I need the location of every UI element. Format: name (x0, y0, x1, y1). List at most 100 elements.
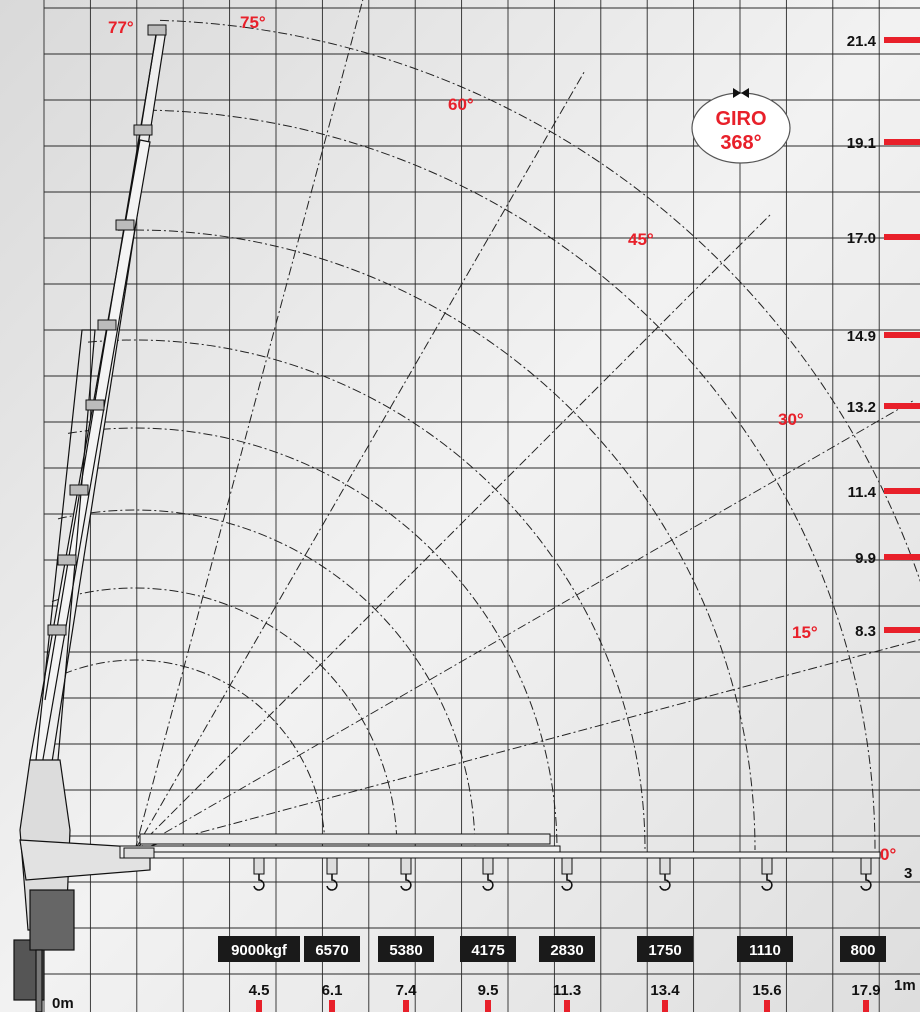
height-ticks (884, 37, 920, 633)
load-label-4: 4175 (471, 942, 504, 959)
boom-joint (133, 124, 153, 136)
reach-arc (87, 339, 646, 851)
unit-label: 1m (894, 977, 916, 994)
height-label-14-9: 14.9 (847, 328, 876, 345)
height-label-13-2: 13.2 (847, 399, 876, 416)
hook-icon (659, 857, 671, 891)
rotation-arrows-icon (733, 88, 749, 98)
hook-block (761, 857, 773, 875)
hook-icon (561, 857, 573, 891)
reach-tick (564, 1000, 570, 1012)
height-tick (884, 554, 920, 560)
boom-joint (97, 319, 117, 331)
height-label-8-3: 8.3 (855, 623, 876, 640)
boom-joint (57, 554, 77, 566)
giro-label: GIRO (715, 108, 766, 130)
load-label-3: 5380 (389, 942, 422, 959)
reach-tick (256, 1000, 262, 1012)
hook-block (659, 857, 671, 875)
angle-label-30: 30° (778, 410, 804, 429)
hook-curve (482, 874, 494, 891)
boom-joint (85, 399, 105, 411)
angle-rays (134, 0, 920, 851)
reach-ticks (256, 1000, 869, 1012)
crane-column (13, 759, 151, 1013)
hook-curve (860, 874, 872, 891)
reach-tick (403, 1000, 409, 1012)
hook-block (326, 857, 338, 875)
height-tick (884, 234, 920, 240)
reach-tick (863, 1000, 869, 1012)
boom-joint (47, 624, 67, 636)
boom-joint (147, 24, 167, 36)
height-label-21-4: 21.4 (847, 33, 877, 50)
reach-arc (117, 229, 756, 851)
height-tick (884, 37, 920, 43)
angle-label-75: 75° (240, 13, 266, 32)
boom-joint (69, 484, 89, 496)
height-label-17-0: 17.0 (847, 230, 876, 247)
load-label-5: 2830 (550, 942, 583, 959)
boom-horizontal (119, 833, 881, 859)
angle-label-77: 77° (108, 18, 134, 37)
reach-arc (147, 109, 876, 851)
hook-block (400, 857, 412, 875)
hook-block (561, 857, 573, 875)
reach-label-7-4: 7.4 (396, 982, 418, 999)
reach-tick (662, 1000, 668, 1012)
load-label-6: 1750 (648, 942, 681, 959)
load-label-1: 9000kgf (231, 942, 288, 959)
height-tick (884, 403, 920, 409)
height-tick (884, 139, 920, 145)
angle-label-60: 60° (448, 95, 474, 114)
load-label-2: 6570 (315, 942, 348, 959)
height-label-11-4: 11.4 (848, 484, 877, 501)
reach-tick (485, 1000, 491, 1012)
hook-block (253, 857, 265, 875)
origin-label: 0m (52, 995, 74, 1012)
load-label-8: 800 (850, 942, 875, 959)
hook-curve (253, 874, 265, 891)
reach-labels: 4.5 6.1 7.4 9.5 11.3 13.4 15.6 17.9 (249, 982, 881, 999)
height-tick (884, 627, 920, 633)
giro-degrees: 368° (720, 132, 761, 154)
angle-ray (134, 399, 915, 851)
reach-label-17-9: 17.9 (851, 982, 880, 999)
hook-block (482, 857, 494, 875)
hook-icon (400, 857, 412, 891)
hook-curve (326, 874, 338, 891)
angle-ray (134, 213, 772, 851)
hook-curve (659, 874, 671, 891)
reach-tick (329, 1000, 335, 1012)
height-tick (884, 332, 920, 338)
reach-label-15-6: 15.6 (752, 982, 781, 999)
giro-badge: GIRO 368° (691, 88, 791, 164)
load-label-7: 1110 (749, 942, 781, 959)
height-tick (884, 488, 920, 494)
angle-label-0: 0° (880, 845, 896, 864)
reach-label-13-4: 13.4 (650, 982, 680, 999)
hooks (253, 857, 872, 891)
angle-label-45: 45° (628, 230, 654, 249)
reach-arc (51, 587, 398, 851)
boom-joints (47, 24, 167, 636)
height-label-19-1: 19.1 (847, 135, 876, 152)
hook-icon (860, 857, 872, 891)
hook-icon (253, 857, 265, 891)
angle-ray (134, 639, 920, 851)
reach-label-4-5: 4.5 (249, 982, 270, 999)
reach-label-9-5: 9.5 (478, 982, 499, 999)
height-label-9-9: 9.9 (855, 550, 876, 567)
reach-label-11-3: 11.3 (553, 982, 581, 999)
hook-icon (326, 857, 338, 891)
reach-arc (47, 659, 326, 851)
reach-tick (764, 1000, 770, 1012)
reach-label-6-1: 6.1 (322, 982, 343, 999)
hook-curve (561, 874, 573, 891)
hook-curve (400, 874, 412, 891)
hook-icon (761, 857, 773, 891)
pump-unit (29, 889, 75, 951)
stabilizer-leg (35, 949, 43, 1013)
